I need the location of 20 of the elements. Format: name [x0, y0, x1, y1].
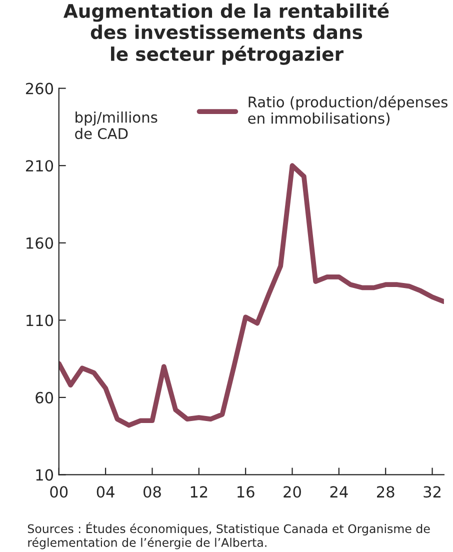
x-tick-label: 20 — [284, 486, 301, 498]
y-tick-label: 210 — [26, 160, 54, 172]
source-note: Sources : Études économiques, Statistique Canada et Organisme de réglementation de l’énergie de l’Alberta. — [28, 522, 430, 550]
x-tick-label: 32 — [424, 486, 440, 498]
legend-label: Ratio (production/dépenses en immobilisations) — [248, 96, 448, 126]
y-axis-title: bpj/millions de CAD — [75, 112, 158, 140]
x-tick-label: 24 — [330, 486, 348, 498]
x-tick-label: 12 — [190, 486, 208, 498]
chart-title: Augmentation de la rentabilité des investissements dans le secteur pétrogazier — [63, 2, 389, 65]
y-tick-label: 260 — [26, 82, 54, 94]
y-tick-label: 160 — [26, 237, 54, 249]
x-tick-label: 16 — [238, 486, 254, 498]
line-series — [58, 163, 444, 428]
x-tick-label: 04 — [96, 486, 114, 498]
x-tick-label: 28 — [377, 486, 394, 498]
y-tick-label: 110 — [26, 314, 54, 326]
y-tick-label: 60 — [36, 392, 54, 404]
x-tick-label: 08 — [144, 486, 161, 498]
y-tick-label: 10 — [36, 469, 54, 481]
x-tick-label: 00 — [50, 486, 68, 498]
